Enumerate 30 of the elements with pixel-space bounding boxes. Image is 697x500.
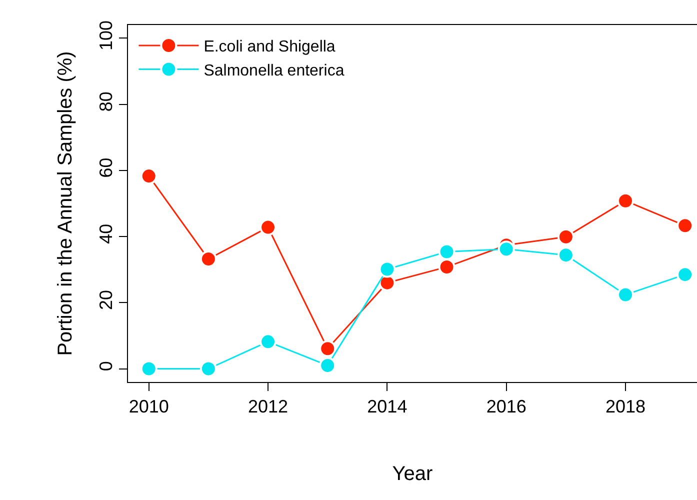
point [140,168,158,185]
y-tick-label: 0 [96,361,116,372]
y-tick-label: 100 [96,20,116,51]
point [557,228,574,246]
point [140,360,158,378]
y-axis-title: Portion in the Annual Samples (%) [54,51,76,356]
x-tick-label: 2018 [605,396,646,417]
legend-label: E.coli and Shigella [204,38,336,56]
x-axis-title: Year [392,463,434,486]
point [676,217,694,234]
y-tick-label: 60 [96,158,116,178]
point [617,286,634,304]
point [260,333,277,350]
point [319,356,336,374]
point [676,266,694,284]
y-tick-label: 40 [96,224,116,244]
x-tick-label: 2012 [248,396,288,417]
point [319,340,336,358]
point [617,192,634,210]
legend-label: Salmonella enterica [204,62,344,80]
point [498,240,515,258]
x-tick-label: 2010 [128,396,169,417]
x-tick-label: 2014 [367,396,408,417]
y-tick-label: 80 [96,92,116,112]
point [557,246,574,264]
y-tick-label: 20 [96,290,116,310]
x-tick-label: 2016 [486,396,526,417]
point [378,260,396,278]
point [438,243,456,260]
point [200,360,217,378]
